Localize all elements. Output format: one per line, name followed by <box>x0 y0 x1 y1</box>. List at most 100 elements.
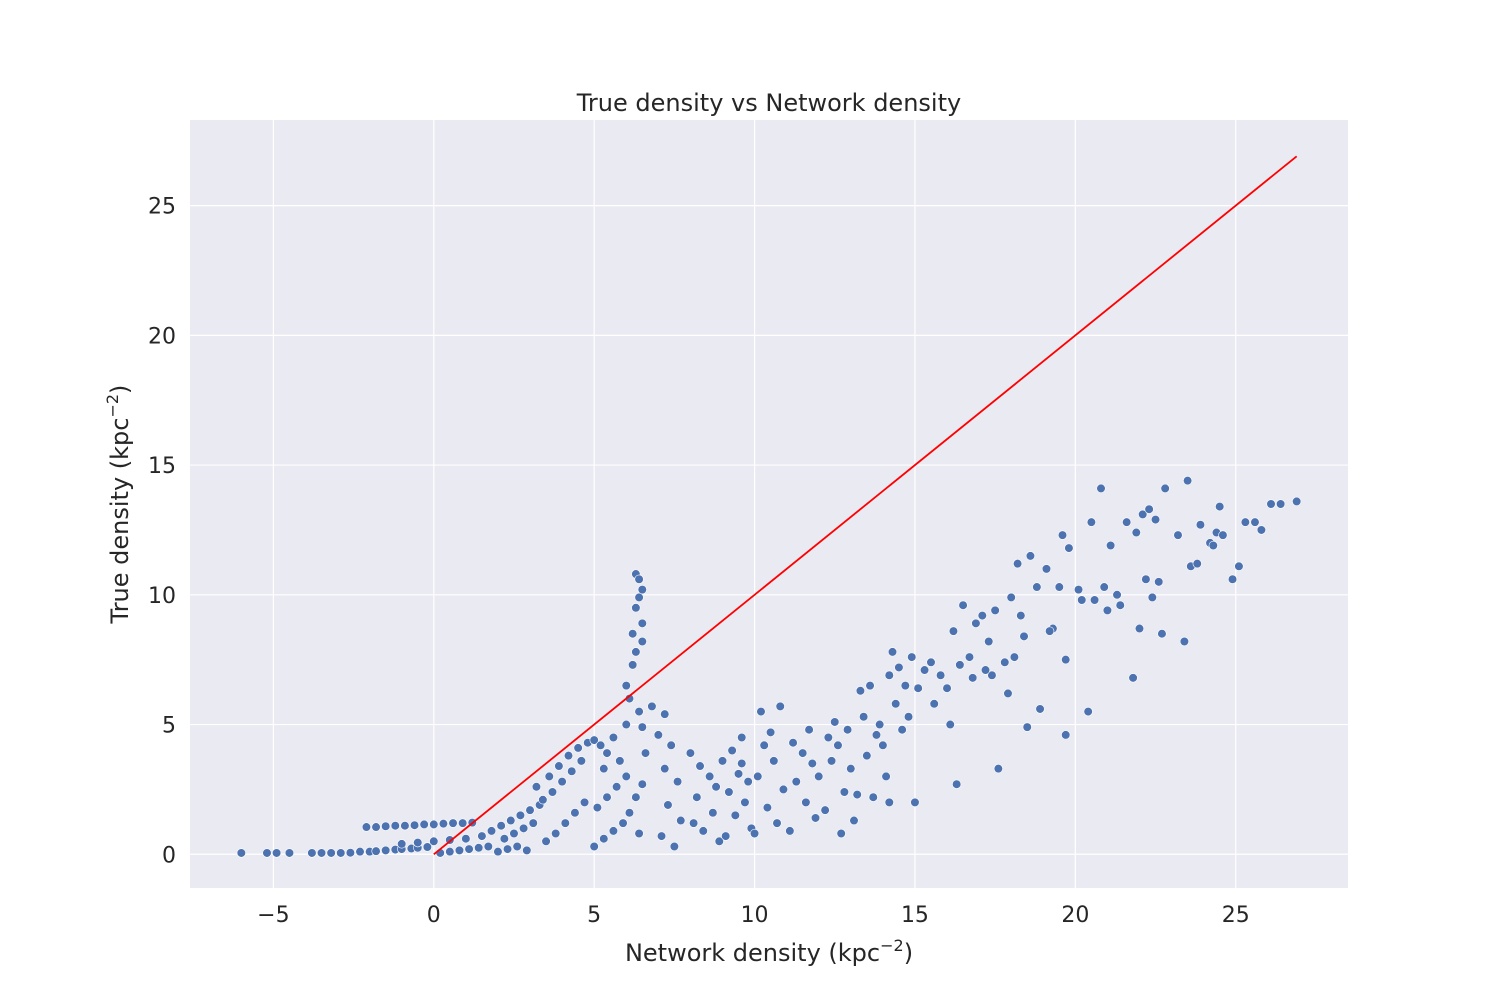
scatter-point <box>685 748 696 758</box>
grid-vertical-lines <box>272 120 1237 888</box>
scatter-point <box>560 818 570 828</box>
scatter-point <box>929 699 939 709</box>
scatter-point <box>445 847 455 857</box>
scatter-point <box>612 782 622 792</box>
scatter-point <box>656 831 667 841</box>
scatter-point <box>628 629 638 639</box>
scatter-point <box>733 769 744 779</box>
y-tick-label: 25 <box>148 195 176 220</box>
scatter-point <box>547 787 558 797</box>
scatter-point <box>717 756 728 766</box>
scatter-point <box>1138 509 1148 519</box>
scatter-point <box>749 828 760 839</box>
scatter-point <box>666 740 676 750</box>
scatter-point <box>740 797 750 807</box>
scatter-point <box>971 618 981 628</box>
scatter-point <box>993 764 1003 774</box>
scatter-point <box>887 647 898 657</box>
scatter-point <box>621 771 631 782</box>
scatter-point <box>1106 540 1116 551</box>
scatter-point <box>980 665 991 675</box>
scatter-point <box>506 815 516 826</box>
scatter-point <box>798 748 808 758</box>
scatter-point <box>371 846 381 856</box>
scatter-point <box>326 848 336 858</box>
scatter-point <box>772 818 782 828</box>
scatter-point <box>454 845 465 855</box>
scatter-point <box>1122 517 1132 527</box>
scatter-point <box>589 841 599 852</box>
scatter-point <box>881 771 891 782</box>
scatter-point <box>823 732 833 743</box>
scatter-point <box>345 848 355 858</box>
scatter-point <box>637 585 647 595</box>
scatter-point <box>608 826 619 836</box>
scatter-point <box>422 842 432 852</box>
scatter-point <box>907 652 917 662</box>
scatter-point <box>1025 551 1036 561</box>
scatter-point <box>692 792 702 802</box>
scatter-point <box>1134 623 1145 634</box>
scatter-point <box>868 792 878 802</box>
scatter-point <box>1218 530 1228 540</box>
scatter-point <box>483 841 493 852</box>
scatter-point <box>528 818 538 828</box>
scatter-point <box>1041 564 1052 574</box>
scatter-point <box>647 701 657 711</box>
scatter-point <box>381 845 391 855</box>
x-tick-label: 25 <box>1222 903 1250 928</box>
scatter-point <box>1240 517 1250 527</box>
scatter-point <box>884 670 894 680</box>
x-tick-label: 20 <box>1061 903 1089 928</box>
scatter-point <box>727 745 737 756</box>
scatter-point <box>984 636 994 647</box>
scatter-point <box>1096 483 1106 494</box>
scatter-point <box>464 844 474 854</box>
scatter-point <box>522 845 532 855</box>
scatter-point <box>1150 514 1161 525</box>
scatter-point <box>355 847 365 857</box>
scatter-point <box>557 777 567 787</box>
scatter-point <box>519 823 529 833</box>
scatter-point <box>1086 517 1096 527</box>
scatter-point <box>948 626 959 636</box>
scatter-point <box>563 751 574 761</box>
scatter-point <box>859 712 869 722</box>
scatter-point <box>1179 636 1190 647</box>
scatter-point <box>637 618 647 628</box>
scatter-point <box>486 826 497 836</box>
scatter-point <box>804 725 814 735</box>
scatter-point <box>891 699 901 709</box>
scatter-point <box>942 683 952 693</box>
scatter-point <box>502 844 513 854</box>
scatter-point <box>461 834 471 844</box>
scatter-point <box>833 740 843 750</box>
scatter-point <box>801 797 811 807</box>
scatter-point <box>400 821 410 831</box>
scatter-point <box>499 834 509 844</box>
chart-title: True density vs Network density <box>576 89 961 117</box>
scatter-point <box>724 787 734 797</box>
scatter-point <box>807 758 817 769</box>
scatter-point <box>1102 605 1113 615</box>
scatter-point <box>830 717 840 727</box>
scatter-point <box>515 810 525 820</box>
scatter-point <box>592 802 602 813</box>
scatter-point <box>531 782 542 792</box>
scatter-point <box>900 681 910 691</box>
scatter-point <box>284 848 295 858</box>
x-axis-title: Network density (kpc−2) <box>625 936 913 967</box>
scatter-point <box>897 725 907 735</box>
scatter-point <box>1183 476 1193 486</box>
scatter-point <box>766 727 776 737</box>
scatter-point <box>634 828 644 839</box>
scatter-point <box>390 821 400 831</box>
scatter-point <box>852 789 862 800</box>
scatter-point <box>438 819 449 829</box>
scatter-point <box>637 779 647 789</box>
scatter-point <box>509 828 519 839</box>
x-tick-label: 5 <box>587 903 601 928</box>
scatter-point <box>624 808 635 818</box>
scatter-point <box>775 701 785 711</box>
